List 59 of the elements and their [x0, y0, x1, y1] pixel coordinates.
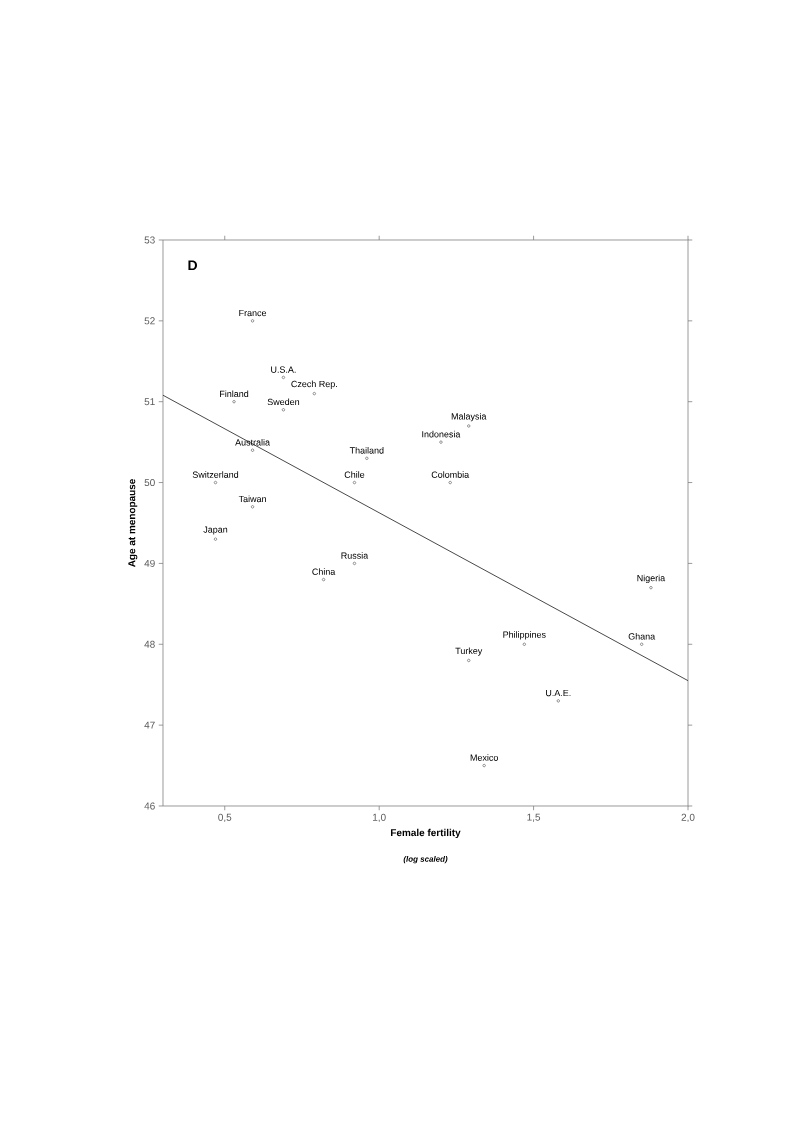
- annotation: Philippines: [503, 631, 546, 640]
- annotation: Indonesia: [422, 430, 461, 438]
- y-tick-label: 47: [144, 721, 155, 729]
- annotation: Thailand: [349, 447, 384, 454]
- point: [281, 375, 285, 379]
- annotation: Mexico: [470, 754, 498, 761]
- y-tick-label: 46: [144, 802, 155, 810]
- annotation: Finland: [220, 390, 249, 398]
- point: [214, 537, 217, 541]
- annotation: France: [239, 309, 267, 317]
- point: [522, 642, 526, 646]
- point: [649, 586, 653, 590]
- annotation: Chile: [344, 471, 365, 478]
- annotation: China: [312, 568, 336, 575]
- point: [556, 699, 560, 703]
- point: [251, 505, 255, 509]
- point: [467, 424, 471, 428]
- point: [439, 440, 443, 444]
- annotation: Japan: [203, 526, 228, 535]
- annotation: Australia: [235, 438, 270, 446]
- point: [322, 578, 326, 582]
- x-axis-title: Female fertility: [391, 828, 461, 839]
- x-tick-label: 2,0: [681, 813, 695, 822]
- y-axis-title: Age at menopause: [128, 479, 138, 568]
- annotation: Malaysia: [451, 412, 487, 422]
- y-tick-label: 50: [144, 479, 155, 487]
- annotation: U.S.A.: [271, 366, 296, 373]
- annotation: D: [188, 260, 197, 271]
- x-tick-label: 1,5: [527, 813, 541, 822]
- y-tick-label: 49: [144, 559, 155, 567]
- point: [467, 658, 471, 662]
- point: [365, 456, 369, 460]
- point: [281, 408, 285, 412]
- y-tick-label: 48: [144, 640, 155, 648]
- annotation: Colombia: [431, 471, 470, 478]
- annotation: Czech Rep.: [291, 380, 337, 389]
- x-tick-label: 1,0: [373, 813, 386, 822]
- annotation: Switzerland: [192, 471, 239, 478]
- point: [640, 642, 644, 646]
- annotation: U.A.E.: [546, 689, 571, 697]
- point: [214, 481, 217, 485]
- point: [448, 481, 452, 485]
- annotation: Nigeria: [637, 574, 666, 583]
- y-tick-label: 53: [144, 236, 155, 244]
- point: [251, 448, 255, 452]
- annotation: Sweden: [267, 398, 300, 406]
- y-tick-label: 52: [144, 317, 155, 325]
- annotation: Russia: [341, 552, 369, 559]
- annotation: Ghana: [628, 633, 656, 640]
- annotation: Taiwan: [238, 495, 266, 503]
- point: [251, 319, 255, 323]
- point: [352, 481, 356, 485]
- y-tick-label: 51: [144, 398, 155, 406]
- point: [352, 561, 356, 565]
- x-tick-label: 0,5: [218, 813, 232, 822]
- point: [482, 764, 486, 768]
- point: [312, 392, 316, 396]
- annotation: Turkey: [455, 647, 483, 656]
- point: [232, 400, 236, 404]
